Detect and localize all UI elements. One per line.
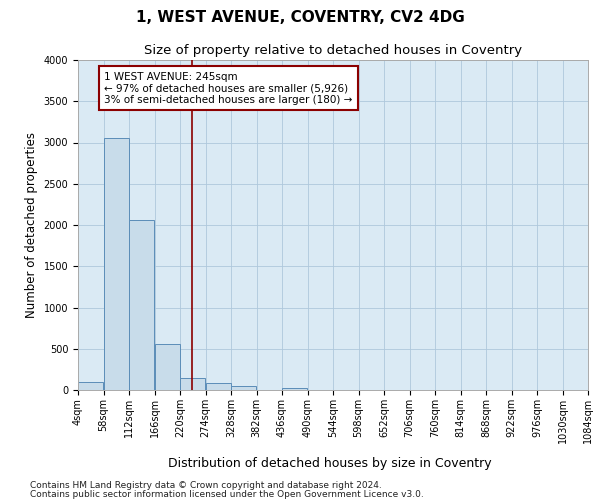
Text: Contains HM Land Registry data © Crown copyright and database right 2024.: Contains HM Land Registry data © Crown c… bbox=[30, 481, 382, 490]
Text: 1, WEST AVENUE, COVENTRY, CV2 4DG: 1, WEST AVENUE, COVENTRY, CV2 4DG bbox=[136, 10, 464, 25]
Bar bbox=[78, 382, 103, 390]
Text: Distribution of detached houses by size in Coventry: Distribution of detached houses by size … bbox=[168, 458, 492, 470]
Bar bbox=[282, 388, 307, 390]
Title: Size of property relative to detached houses in Coventry: Size of property relative to detached ho… bbox=[144, 44, 522, 58]
Bar bbox=[155, 344, 180, 390]
Bar bbox=[231, 386, 256, 390]
Bar bbox=[206, 384, 231, 390]
Bar bbox=[104, 138, 129, 390]
Y-axis label: Number of detached properties: Number of detached properties bbox=[25, 132, 38, 318]
Text: 1 WEST AVENUE: 245sqm
← 97% of detached houses are smaller (5,926)
3% of semi-de: 1 WEST AVENUE: 245sqm ← 97% of detached … bbox=[104, 72, 353, 105]
Bar bbox=[180, 378, 205, 390]
Text: Contains public sector information licensed under the Open Government Licence v3: Contains public sector information licen… bbox=[30, 490, 424, 499]
Bar bbox=[129, 220, 154, 390]
